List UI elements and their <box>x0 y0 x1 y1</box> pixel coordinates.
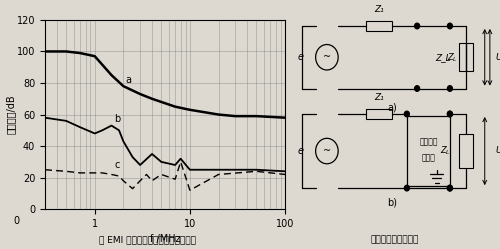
Bar <box>459 134 473 168</box>
Text: e: e <box>297 146 303 156</box>
Circle shape <box>448 111 452 117</box>
Text: a: a <box>126 75 132 85</box>
Circle shape <box>448 23 452 29</box>
Text: 0: 0 <box>13 216 20 226</box>
X-axis label: f /MHz: f /MHz <box>150 235 180 245</box>
Text: e: e <box>297 52 303 62</box>
Text: Z₁: Z₁ <box>374 93 384 102</box>
Text: b: b <box>114 115 120 124</box>
Text: $U_2$: $U_2$ <box>495 145 500 157</box>
Circle shape <box>404 185 409 191</box>
Text: 加 EMI 滤波器前、后干扰波形的比较: 加 EMI 滤波器前、后干扰波形的比较 <box>99 235 196 244</box>
Text: 测量插入损耗的电路: 测量插入损耗的电路 <box>371 235 419 244</box>
Text: Z₁: Z₁ <box>374 5 384 14</box>
Y-axis label: 传导噪声/dB: 传导噪声/dB <box>6 95 16 134</box>
Text: ~: ~ <box>323 146 331 156</box>
Bar <box>407 116 450 186</box>
Text: c: c <box>114 160 119 170</box>
Text: $Z_L$: $Z_L$ <box>440 145 451 157</box>
Bar <box>459 43 473 71</box>
Circle shape <box>448 111 452 117</box>
Text: ~: ~ <box>323 52 331 62</box>
Circle shape <box>448 86 452 91</box>
Text: Z_L: Z_L <box>436 53 451 62</box>
Circle shape <box>448 185 452 191</box>
Circle shape <box>404 111 409 117</box>
Text: 电磁干扰: 电磁干扰 <box>419 137 438 146</box>
Circle shape <box>414 86 420 91</box>
Text: $Z_L$: $Z_L$ <box>448 51 458 63</box>
Text: $U_1$: $U_1$ <box>495 51 500 63</box>
Bar <box>366 21 392 31</box>
Text: a): a) <box>388 102 398 112</box>
Text: b): b) <box>388 197 398 207</box>
Text: 滤波器: 滤波器 <box>422 153 436 163</box>
Bar <box>366 109 392 119</box>
Circle shape <box>414 23 420 29</box>
Circle shape <box>448 185 452 191</box>
